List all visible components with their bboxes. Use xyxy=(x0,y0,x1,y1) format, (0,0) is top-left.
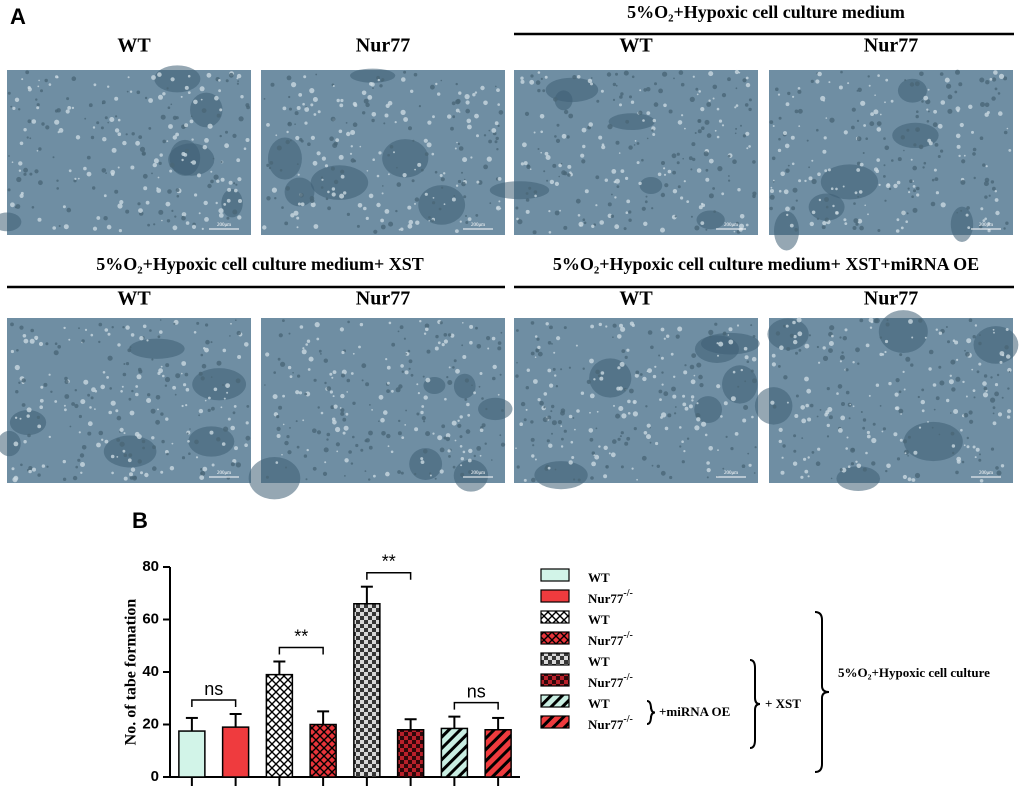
legend-name: Nur77 xyxy=(588,591,624,606)
legend-entry: Nur77-/- xyxy=(588,714,633,732)
bar xyxy=(353,603,381,778)
significance-label: ** xyxy=(382,551,396,571)
y-tick-label: 40 xyxy=(142,663,159,680)
scale-bar-label: 200μm xyxy=(979,471,993,476)
micrograph xyxy=(754,310,1019,491)
scale-bar-label: 200μm xyxy=(979,223,993,228)
legend-name: WT xyxy=(588,570,610,585)
legend-superscript: -/- xyxy=(623,588,632,599)
legend-swatch xyxy=(540,694,570,708)
bar xyxy=(440,727,469,778)
image-label: WT xyxy=(619,35,653,57)
legend-swatch xyxy=(540,673,570,687)
significance-label: ns xyxy=(467,681,486,701)
legend-entry: Nur77-/- xyxy=(588,672,633,690)
image-label: WT xyxy=(117,35,151,57)
legend-superscript: -/- xyxy=(623,714,632,725)
micrograph xyxy=(261,68,505,235)
group-header: 5%O₂+Hypoxic cell culture medium xyxy=(627,2,905,22)
significance-label: ** xyxy=(294,626,308,646)
scale-bar-label: 200μm xyxy=(724,471,738,476)
bar xyxy=(221,726,250,778)
image-label: WT xyxy=(117,288,151,310)
scale-bar-label: 200μm xyxy=(217,223,231,228)
bar xyxy=(265,673,294,778)
image-label: Nur77 xyxy=(864,288,918,310)
brace-label: +miRNA OE xyxy=(659,704,730,719)
y-axis-label: No. of tabe formation xyxy=(123,599,140,746)
legend-swatch xyxy=(540,568,570,582)
y-tick-label: 0 xyxy=(151,768,159,785)
legend-entry: Nur77-/- xyxy=(588,588,633,606)
legend-superscript: -/- xyxy=(623,672,632,683)
bar xyxy=(396,729,425,778)
image-label: Nur77 xyxy=(356,35,410,57)
legend-entry: WT xyxy=(588,654,610,669)
bar xyxy=(484,729,512,778)
legend-entry: WT xyxy=(588,696,610,711)
legend-swatch xyxy=(540,715,570,729)
significance-bracket xyxy=(453,701,499,710)
bar xyxy=(309,723,337,778)
group-header: 5%O₂+Hypoxic cell culture medium+ XST xyxy=(96,254,424,274)
brace-label: + XST xyxy=(765,696,801,711)
micrograph xyxy=(248,318,513,500)
bar xyxy=(178,730,206,778)
image-label: Nur77 xyxy=(864,35,918,57)
brace xyxy=(749,659,761,749)
significance-bracket xyxy=(278,646,324,655)
brace-label: 5%O₂+Hypoxic cell culture xyxy=(838,665,990,680)
micrograph xyxy=(489,69,758,235)
legend-entry: WT xyxy=(588,612,610,627)
image-label: WT xyxy=(619,288,653,310)
micrograph xyxy=(514,318,760,490)
scale-bar-label: 200μm xyxy=(471,223,485,228)
significance-bracket xyxy=(366,571,412,580)
significance-label: ns xyxy=(204,679,223,699)
panel-label: A xyxy=(10,4,26,29)
legend-entry: WT xyxy=(588,570,610,585)
legend-swatch xyxy=(540,631,570,645)
brace xyxy=(814,611,830,773)
legend-name: WT xyxy=(588,696,610,711)
legend-entry: Nur77-/- xyxy=(588,630,633,648)
group-header: 5%O₂+Hypoxic cell culture medium+ XST+mi… xyxy=(553,254,979,274)
legend-name: Nur77 xyxy=(588,717,624,732)
legend-swatch xyxy=(540,652,570,666)
micrograph xyxy=(769,69,1013,251)
legend-swatch xyxy=(540,610,570,624)
legend-swatch xyxy=(540,589,570,603)
legend-name: WT xyxy=(588,654,610,669)
significance-bracket xyxy=(191,699,237,707)
legend-name: Nur77 xyxy=(588,633,624,648)
legend-name: WT xyxy=(588,612,610,627)
y-tick-label: 20 xyxy=(142,715,159,732)
y-tick-label: 60 xyxy=(142,610,159,627)
legend-name: Nur77 xyxy=(588,675,624,690)
scale-bar-label: 200μm xyxy=(724,223,738,228)
micrograph xyxy=(0,65,251,235)
image-label: Nur77 xyxy=(356,288,410,310)
brace xyxy=(646,700,656,725)
legend-superscript: -/- xyxy=(623,630,632,641)
y-tick-label: 80 xyxy=(142,558,159,575)
scale-bar-label: 200μm xyxy=(217,471,231,476)
panel-label: B xyxy=(132,508,148,533)
scale-bar-label: 200μm xyxy=(471,471,485,476)
micrograph xyxy=(0,318,251,483)
